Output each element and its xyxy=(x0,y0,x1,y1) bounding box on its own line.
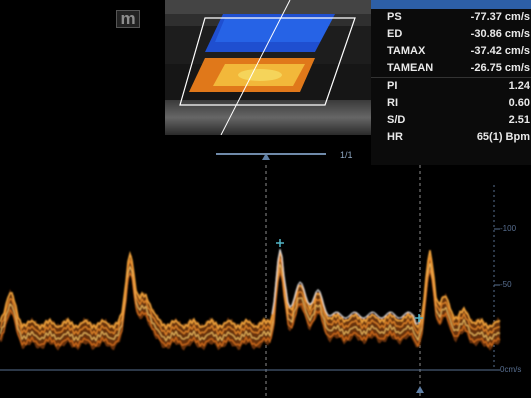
spectral-trace-1 xyxy=(0,250,501,331)
page-indicator: 1/1 xyxy=(340,150,353,160)
measurement-value: 65(1) Bpm xyxy=(476,131,530,143)
logo: m xyxy=(116,10,140,28)
measurement-value: 2.51 xyxy=(508,114,530,126)
measurement-row: PS -77.37 cm/s xyxy=(371,9,531,26)
measurement-value: -26.75 cm/s xyxy=(470,62,530,74)
color-doppler-image xyxy=(165,0,371,135)
measurement-label: PI xyxy=(387,80,398,92)
spectral-trace-2 xyxy=(0,256,501,337)
panel-header xyxy=(371,0,531,9)
measurement-value: -30.86 cm/s xyxy=(470,28,530,40)
measurement-label: TAMAX xyxy=(387,45,426,57)
measurement-row: TAMAX -37.42 cm/s xyxy=(371,43,531,60)
measurement-row: TAMEAN -26.75 cm/s xyxy=(371,60,531,77)
measurement-row: HR 65(1) Bpm xyxy=(371,129,531,146)
spectral-band xyxy=(0,248,500,351)
measurement-panel: PS -77.37 cm/s ED -30.86 cm/s TAMAX -37.42 cm… xyxy=(371,0,531,165)
marker-peak xyxy=(276,239,284,247)
measurement-value: -77.37 cm/s xyxy=(470,11,530,23)
measurement-label: S/D xyxy=(387,114,406,126)
axis-label-50: -50 xyxy=(500,280,512,289)
measurement-row: RI 0.60 xyxy=(371,95,531,112)
measurement-label: PS xyxy=(387,11,402,23)
measurement-label: HR xyxy=(387,131,403,143)
marker-end xyxy=(415,314,423,322)
measurement-value: 0.60 xyxy=(508,97,530,109)
measurement-value: 1.24 xyxy=(508,80,530,92)
measurement-row: ED -30.86 cm/s xyxy=(371,26,531,43)
measurement-label: RI xyxy=(387,97,398,109)
measurement-row: S/D 2.51 xyxy=(371,112,531,129)
sample-box xyxy=(179,17,356,106)
spectral-trace-3 xyxy=(0,263,501,342)
sample-line xyxy=(220,0,291,135)
measurement-label: TAMEAN xyxy=(387,62,434,74)
measurement-value: -37.42 cm/s xyxy=(470,45,530,57)
measurement-label: ED xyxy=(387,28,403,40)
cursor-triangle-2 xyxy=(416,386,424,393)
image-scrollbar[interactable] xyxy=(216,153,326,155)
axis-label-100: -100 xyxy=(500,224,517,233)
envelope-trace xyxy=(271,249,421,325)
axis-label-baseline: 0cm/s xyxy=(500,365,522,374)
spectral-trace-4 xyxy=(0,269,501,349)
measurement-row: PI 1.24 xyxy=(371,77,531,95)
cursor-triangle-1 xyxy=(262,153,270,160)
